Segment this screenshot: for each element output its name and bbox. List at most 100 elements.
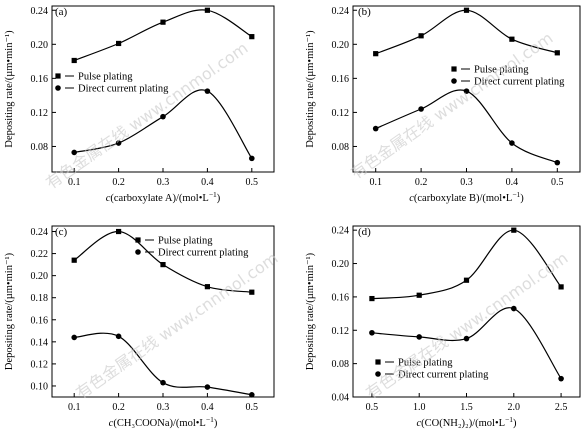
data-point <box>463 277 470 283</box>
x-tick-label: 0.3 <box>157 177 170 188</box>
y-axis-title: Depositing rate/(µm•min⁻¹) <box>4 252 15 370</box>
x-tick-label: 0.4 <box>201 177 214 188</box>
x-tick-label: 0.4 <box>506 177 519 188</box>
data-point <box>71 334 77 341</box>
data-point <box>418 106 424 112</box>
legend-marker <box>375 359 381 365</box>
legend-label: Direct current plating <box>158 248 249 259</box>
series-line-dc <box>371 307 562 379</box>
legend-label: Pulse plating <box>474 65 529 76</box>
y-tick-label: 0.18 <box>31 293 49 304</box>
data-point <box>509 36 515 42</box>
x-tick-label: 0.3 <box>460 177 473 188</box>
legend-label: Pulse plating <box>398 358 453 369</box>
data-point <box>116 40 122 47</box>
x-tick-label: 0.3 <box>157 402 170 413</box>
legend-marker <box>55 85 61 91</box>
panel-label: (d) <box>358 226 371 238</box>
data-point <box>160 113 166 120</box>
x-tick-label: 2.5 <box>555 402 568 413</box>
panel-label: (c) <box>55 226 68 238</box>
y-axis-title: Depositing rate/(µm•min⁻¹) <box>305 30 316 148</box>
y-tick-label: 0.22 <box>31 249 49 260</box>
y-tick-label: 0.12 <box>31 359 49 370</box>
chart-panel-2: 0.1 0.2 0.3 0.4 0.5 0.08 0.12 0.16 0.20 0.24 Depos… <box>305 5 581 204</box>
data-point <box>558 375 564 382</box>
y-tick-label: 0.24 <box>332 6 350 17</box>
data-point <box>369 295 375 302</box>
watermark-text: 有色金属在线 www.cnnmol.com <box>72 248 281 402</box>
x-axis-title: c(CO(NH₂)₂)/(mol•L−1) <box>416 415 517 429</box>
legend-label: Direct current plating <box>398 370 489 381</box>
x-tick-label: 0.5 <box>551 177 564 188</box>
y-tick-label: 0.20 <box>332 259 350 270</box>
data-point <box>249 34 255 40</box>
y-tick-label: 0.20 <box>31 271 49 282</box>
x-tick-label: 0.1 <box>68 177 81 188</box>
data-point <box>369 329 375 336</box>
legend-marker <box>135 249 141 255</box>
data-point <box>160 262 166 268</box>
data-point <box>558 284 564 290</box>
data-point <box>71 257 77 263</box>
x-tick-label: 1.5 <box>460 402 473 413</box>
y-tick-label: 0.04 <box>332 393 350 404</box>
y-tick-label: 0.16 <box>31 315 49 326</box>
x-tick-label: 0.2 <box>112 177 125 188</box>
data-point <box>416 334 423 340</box>
data-point <box>249 155 255 162</box>
x-tick-label: 1.0 <box>413 402 426 413</box>
data-point <box>204 284 210 290</box>
y-tick-label: 0.08 <box>31 142 49 153</box>
legend-label: Pulse plating <box>78 72 133 83</box>
panel-label: (a) <box>55 6 68 18</box>
data-point <box>554 50 560 56</box>
data-point <box>463 7 470 13</box>
legend-marker <box>451 78 457 84</box>
data-point <box>463 335 470 342</box>
legend-marker <box>375 371 381 377</box>
legend-marker <box>55 73 61 79</box>
y-tick-label: 0.12 <box>31 108 49 119</box>
data-point <box>204 7 210 13</box>
chart-panel-4: 0.5 1.0 1.5 2.0 2.5 0.04 0.08 0.12 0.16 0.20 0.24 D… <box>305 225 581 429</box>
data-point <box>160 379 166 386</box>
data-point <box>372 125 379 132</box>
x-axis-title: c(carboxylate A)/(mol•L−1) <box>106 190 221 204</box>
data-point <box>204 88 211 94</box>
data-point <box>71 149 77 156</box>
x-axis-title: c(CH₃COONa)/(mol•L−1) <box>109 415 218 429</box>
x-tick-label: 0.2 <box>415 177 428 188</box>
data-point <box>71 57 77 64</box>
legend-label: Pulse plating <box>158 236 213 247</box>
y-tick-label: 0.12 <box>332 326 350 337</box>
data-point <box>249 391 255 398</box>
x-tick-label: 0.4 <box>201 402 214 413</box>
data-point <box>116 228 122 235</box>
data-point <box>160 19 166 25</box>
y-tick-label: 0.14 <box>31 337 49 348</box>
x-tick-label: 0.5 <box>246 177 259 188</box>
y-tick-label: 0.08 <box>332 142 350 153</box>
data-point <box>511 227 517 233</box>
data-point <box>249 289 255 295</box>
x-tick-label: 0.1 <box>68 402 81 413</box>
chart-panel-1: 0.1 0.2 0.3 0.4 0.5 0.08 0.12 0.16 0.20 0.24 Depos… <box>4 5 275 204</box>
y-tick-label: 0.24 <box>31 6 49 17</box>
legend-label: Direct current plating <box>474 77 565 88</box>
data-point <box>416 292 422 298</box>
legend-marker <box>135 237 141 243</box>
y-tick-label: 0.20 <box>31 40 49 51</box>
x-tick-label: 0.5 <box>366 402 379 413</box>
data-point <box>510 305 517 312</box>
x-axis-title: c(carboxylate B)/(mol•L−1) <box>409 190 524 204</box>
x-tick-label: 0.2 <box>112 402 125 413</box>
chart-panel-3: 0.1 0.2 0.3 0.4 0.5 0.10 0.12 0.14 0.16 0.18 0.20 0… <box>4 225 275 429</box>
data-point <box>373 51 379 57</box>
data-point <box>554 159 561 166</box>
y-tick-label: 0.20 <box>332 40 350 51</box>
y-tick-label: 0.08 <box>332 359 350 370</box>
legend-label: Direct current plating <box>78 84 169 95</box>
legend-marker <box>451 66 457 72</box>
y-axis-title: Depositing rate/(µm•min⁻¹) <box>4 30 15 148</box>
